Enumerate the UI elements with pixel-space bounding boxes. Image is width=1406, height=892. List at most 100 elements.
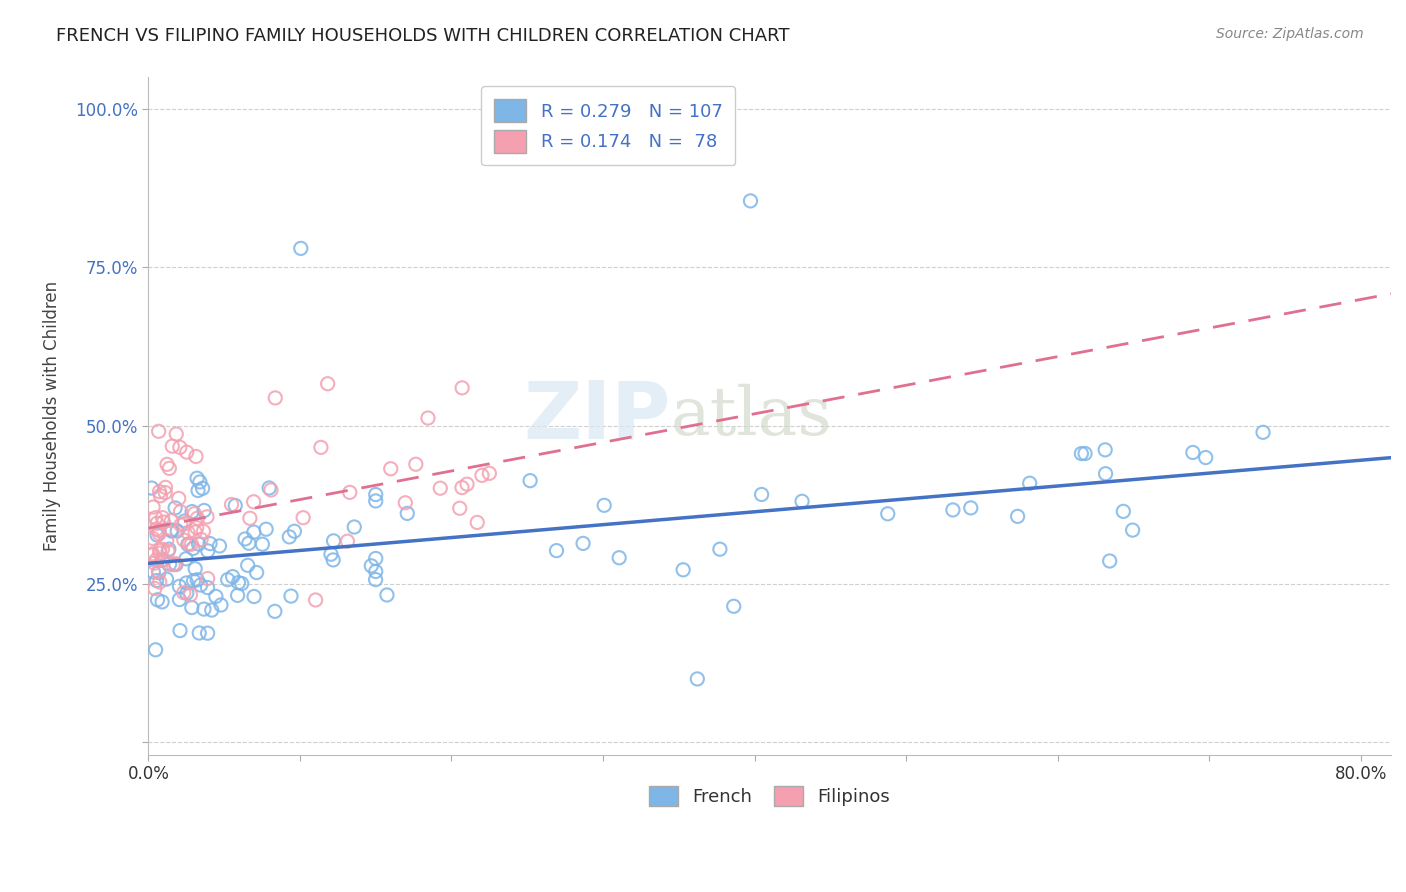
Point bbox=[405, 457, 427, 471]
Point bbox=[197, 572, 219, 586]
Point bbox=[174, 551, 197, 566]
Point bbox=[478, 467, 501, 481]
Point bbox=[143, 556, 166, 570]
Point bbox=[190, 533, 212, 547]
Point bbox=[162, 558, 184, 572]
Point bbox=[148, 425, 170, 439]
Point bbox=[169, 624, 191, 638]
Point bbox=[152, 515, 174, 529]
Point bbox=[166, 524, 188, 538]
Point bbox=[394, 496, 416, 510]
Point bbox=[449, 501, 471, 516]
Point bbox=[316, 376, 339, 391]
Point bbox=[290, 241, 312, 255]
Point bbox=[205, 590, 228, 604]
Point bbox=[672, 563, 695, 577]
Point bbox=[159, 557, 181, 571]
Point bbox=[152, 510, 174, 524]
Point bbox=[751, 487, 773, 501]
Point bbox=[184, 525, 207, 540]
Point bbox=[217, 573, 239, 587]
Legend: French, Filipinos: French, Filipinos bbox=[643, 779, 897, 814]
Point bbox=[201, 603, 224, 617]
Point bbox=[149, 489, 172, 503]
Point bbox=[252, 537, 274, 551]
Point bbox=[190, 578, 212, 592]
Point bbox=[173, 585, 195, 599]
Point bbox=[176, 445, 198, 459]
Point bbox=[155, 572, 177, 586]
Point bbox=[169, 505, 191, 519]
Point bbox=[187, 537, 209, 551]
Point bbox=[942, 503, 965, 517]
Point bbox=[208, 539, 231, 553]
Point bbox=[233, 532, 256, 546]
Point bbox=[155, 485, 177, 500]
Point bbox=[193, 503, 215, 517]
Point bbox=[1181, 445, 1204, 459]
Point bbox=[264, 391, 287, 405]
Point bbox=[451, 481, 474, 495]
Point bbox=[169, 441, 191, 455]
Point bbox=[195, 509, 218, 524]
Point bbox=[292, 510, 315, 524]
Point bbox=[740, 194, 762, 208]
Point bbox=[339, 485, 361, 500]
Point bbox=[1094, 467, 1116, 481]
Point bbox=[160, 524, 183, 538]
Point bbox=[186, 471, 208, 485]
Point bbox=[165, 558, 187, 572]
Point bbox=[149, 546, 172, 560]
Point bbox=[546, 543, 568, 558]
Point bbox=[257, 481, 280, 495]
Point bbox=[364, 565, 387, 579]
Point bbox=[322, 553, 344, 567]
Point bbox=[142, 532, 165, 546]
Point bbox=[148, 526, 170, 541]
Point bbox=[221, 498, 243, 512]
Point bbox=[146, 592, 169, 607]
Point bbox=[152, 542, 174, 557]
Point bbox=[146, 516, 169, 531]
Point bbox=[686, 672, 709, 686]
Point bbox=[1074, 446, 1097, 460]
Point bbox=[465, 516, 488, 530]
Point bbox=[364, 494, 387, 508]
Point bbox=[160, 523, 183, 537]
Point bbox=[165, 427, 187, 442]
Point bbox=[236, 558, 259, 573]
Point bbox=[304, 593, 326, 607]
Point bbox=[375, 588, 398, 602]
Point bbox=[226, 588, 249, 602]
Text: ZIP: ZIP bbox=[523, 377, 671, 455]
Point bbox=[309, 441, 332, 455]
Point bbox=[156, 544, 179, 558]
Point bbox=[193, 602, 215, 616]
Point bbox=[254, 522, 277, 536]
Text: atlas: atlas bbox=[671, 384, 832, 449]
Point bbox=[280, 589, 302, 603]
Point bbox=[709, 542, 731, 557]
Point bbox=[396, 507, 419, 521]
Point bbox=[790, 494, 813, 508]
Point bbox=[179, 537, 201, 551]
Point bbox=[572, 536, 595, 550]
Point bbox=[180, 537, 202, 551]
Point bbox=[243, 525, 266, 540]
Point bbox=[723, 599, 745, 614]
Point bbox=[607, 550, 630, 565]
Point bbox=[239, 511, 262, 525]
Point bbox=[319, 547, 342, 561]
Point bbox=[243, 590, 266, 604]
Point bbox=[188, 626, 211, 640]
Point bbox=[343, 520, 366, 534]
Point bbox=[177, 537, 200, 551]
Point bbox=[181, 505, 204, 519]
Point bbox=[193, 524, 215, 539]
Point bbox=[429, 481, 451, 495]
Point bbox=[593, 498, 616, 512]
Y-axis label: Family Households with Children: Family Households with Children bbox=[44, 281, 60, 551]
Point bbox=[184, 562, 207, 576]
Point bbox=[167, 491, 190, 506]
Point bbox=[152, 552, 174, 566]
